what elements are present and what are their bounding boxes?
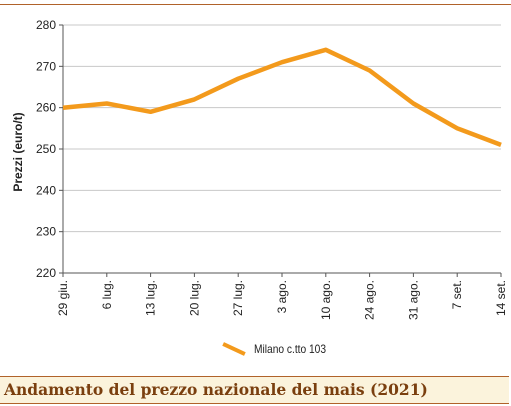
x-tick-label-4: 27 lug.: [231, 280, 245, 316]
x-tick-label-3: 20 lug.: [187, 280, 201, 316]
y-tick-label-260: 260: [36, 101, 56, 115]
axes: [59, 24, 502, 277]
legend: Milano c.tto 103: [222, 340, 339, 358]
x-tick-label-6: 10 ago.: [319, 280, 333, 320]
x-tick-label-10: 14 set.: [494, 280, 508, 316]
y-tick-label-250: 250: [36, 142, 56, 156]
y-tick-label-220: 220: [36, 266, 56, 280]
series-layer: [62, 47, 502, 148]
line-chart: 220 230 240 250 260 270 280 29 giu. 6 lug. 13 lu…: [11, 18, 508, 320]
x-tick-label-7: 24 ago.: [363, 280, 377, 320]
caption-bar: Andamento del prezzo nazionale del mais …: [0, 376, 509, 404]
chart-caption: Andamento del prezzo nazionale del mais …: [4, 380, 428, 399]
y-tick-label-230: 230: [36, 225, 56, 239]
x-tick-label-5: 3 ago.: [275, 280, 289, 313]
top-rule: [0, 4, 511, 5]
x-tick-label-8: 31 ago.: [406, 280, 420, 320]
y-tick-label-280: 280: [36, 18, 56, 32]
series-line-0: [62, 47, 502, 148]
y-tick-label-270: 270: [36, 59, 56, 73]
x-tick-labels: 29 giu. 6 lug. 13 lug. 20 lug. 27 lug. 3 ago.…: [56, 280, 508, 320]
gridlines: [63, 24, 501, 233]
x-tick-label-1: 6 lug.: [100, 280, 114, 309]
x-tick-label-2: 13 lug.: [144, 280, 158, 316]
x-tick-label-0: 29 giu.: [56, 280, 70, 316]
legend-swatch: [222, 342, 246, 356]
x-tick-label-9: 7 set.: [450, 280, 464, 309]
legend-label: Milano c.tto 103: [254, 342, 327, 356]
y-tick-label-240: 240: [36, 183, 56, 197]
y-tick-labels: 220 230 240 250 260 270 280: [36, 18, 56, 280]
y-axis-label: Prezzi (euro/t): [11, 112, 25, 191]
